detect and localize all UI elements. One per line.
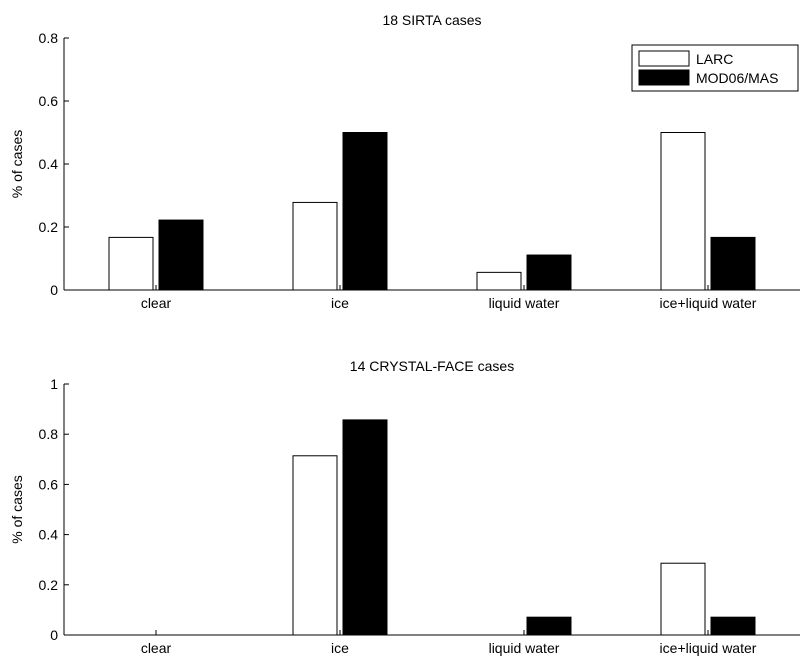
- y-tick-label: 0: [50, 282, 58, 298]
- chart-legend: LARC MOD06/MAS: [631, 44, 799, 92]
- bar-mod06-ice-liquid-water: [710, 616, 756, 636]
- x-tick-label: ice: [331, 640, 349, 656]
- bar-mod06-liquid-water: [526, 616, 572, 636]
- y-tick-label: 0.6: [39, 476, 59, 492]
- bar-larc-ice: [292, 455, 338, 636]
- bar-larc-ice: [292, 201, 338, 291]
- x-tick-label: clear: [141, 295, 172, 311]
- y-tick-label: 0.2: [39, 219, 59, 235]
- x-tick-label: clear: [141, 640, 172, 656]
- chart-title: 18 SIRTA cases: [382, 12, 481, 28]
- y-axis-label: % of cases: [9, 475, 25, 543]
- y-tick-label: 0.4: [39, 527, 59, 543]
- bar-mod06-clear: [158, 219, 204, 291]
- bar-mod06-liquid-water: [526, 254, 572, 291]
- legend-label-mod06: MOD06/MAS: [696, 70, 778, 86]
- x-tick-label: ice+liquid water: [660, 295, 757, 311]
- y-axis-label: % of cases: [9, 130, 25, 198]
- bar-larc-clear: [108, 236, 154, 291]
- bar-larc-ice-liquid-water: [660, 562, 706, 636]
- y-tick-label: 0.8: [39, 426, 59, 442]
- bar-larc-ice-liquid-water: [660, 132, 706, 291]
- chart-panel-1: 18 SIRTA cases % of cases clear ice liquid w…: [9, 12, 800, 311]
- x-tick-label: ice+liquid water: [660, 640, 757, 656]
- y-tick-label: 0.6: [39, 93, 59, 109]
- y-tick-label: 0.2: [39, 577, 59, 593]
- bar-mod06-ice: [342, 132, 388, 291]
- x-tick-label: ice: [331, 295, 349, 311]
- bar-mod06-ice-liquid-water: [710, 236, 756, 291]
- y-tick-label: 0.4: [39, 156, 59, 172]
- y-tick-label: 0: [50, 627, 58, 643]
- chart-panel-2: 14 CRYSTAL-FACE cases % of cases clear ice l…: [9, 358, 800, 656]
- bar-mod06-ice: [342, 419, 388, 636]
- x-tick-label: liquid water: [489, 295, 560, 311]
- legend-label-larc: LARC: [696, 51, 733, 67]
- chart-title: 14 CRYSTAL-FACE cases: [350, 358, 514, 374]
- y-tick-label: 1: [50, 376, 58, 392]
- bar-larc-liquid-water: [476, 271, 522, 291]
- legend-swatch-larc: [638, 50, 690, 67]
- x-tick-label: liquid water: [489, 640, 560, 656]
- y-tick-label: 0.8: [39, 30, 59, 46]
- legend-swatch-mod06: [638, 69, 690, 86]
